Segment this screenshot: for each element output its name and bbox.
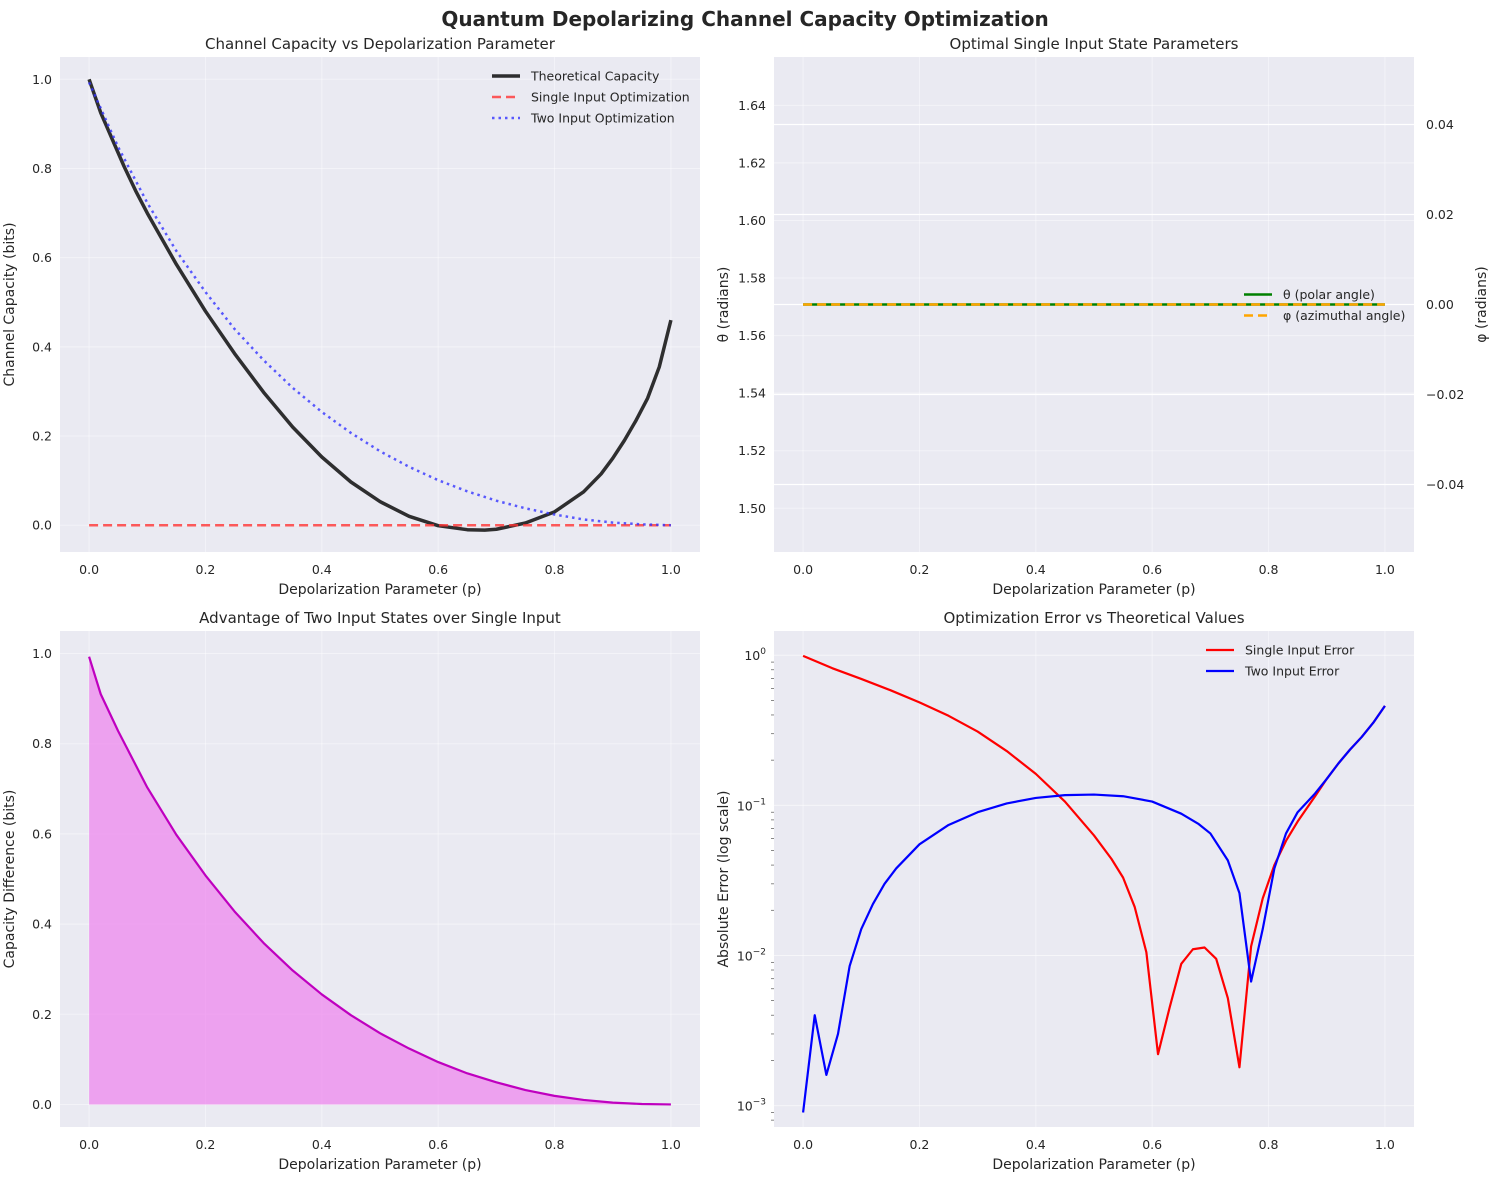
- x-tick-label: 0.4: [312, 562, 332, 577]
- series-line: [88, 656, 671, 1106]
- legend-label: Two Input Error: [1244, 664, 1340, 679]
- x-tick-label: 0.0: [793, 1137, 813, 1152]
- y-tick-label: 1.60: [738, 213, 766, 228]
- x-tick-label: 0.2: [196, 562, 216, 577]
- series-area-fill: [89, 656, 671, 1105]
- chart-title: Optimal Single Input State Parameters: [950, 35, 1239, 53]
- x-tick-label: 0.8: [545, 562, 565, 577]
- chart-title: Optimization Error vs Theoretical Values: [943, 609, 1244, 627]
- legend-label: Theoretical Capacity: [530, 69, 660, 84]
- y-tick-label: 100: [744, 647, 766, 663]
- x-tick-label: 0.6: [1142, 1137, 1162, 1152]
- x-tick-label: 0.8: [1259, 562, 1279, 577]
- y-tick-label: 0.8: [32, 736, 52, 751]
- y-tick-label: 10−3: [737, 1098, 766, 1114]
- legend: Theoretical Capacity Single Input Optimiz…: [492, 69, 690, 126]
- y-tick-label: 1.50: [738, 501, 766, 516]
- y-tick-label: 0.8: [32, 161, 52, 176]
- y-right-tick-label: 0.02: [1426, 207, 1454, 222]
- x-axis-label: Depolarization Parameter (p): [992, 582, 1195, 598]
- y-tick-label: 0.6: [32, 250, 52, 265]
- x-tick-label: 0.6: [428, 562, 448, 577]
- y-tick-label: 1.62: [738, 155, 766, 170]
- y-right-tick-label: −0.04: [1426, 477, 1464, 492]
- x-tick-label: 0.2: [196, 1137, 216, 1152]
- x-tick-label: 0.8: [545, 1137, 565, 1152]
- y-tick-label: 10−1: [737, 797, 766, 813]
- series-line: [802, 654, 1386, 1069]
- y-tick-label: 0.6: [32, 826, 52, 841]
- series-line: [87, 78, 673, 532]
- x-axis-label: Depolarization Parameter (p): [278, 582, 481, 598]
- y-right-tick-label: 0.04: [1426, 117, 1454, 132]
- y-axis-label: Channel Capacity (bits): [2, 222, 18, 386]
- legend: Single Input Error Two Input Error: [1206, 643, 1355, 679]
- panel-channel-capacity: Channel Capacity vs Depolarization Param…: [2, 35, 700, 598]
- y-tick-label: 1.64: [738, 98, 766, 113]
- y-tick-label: 1.0: [32, 646, 52, 661]
- legend: θ (polar angle) φ (azimuthal angle): [1244, 287, 1405, 323]
- y-axis-label: Absolute Error (log scale): [716, 790, 732, 967]
- x-tick-label: 1.0: [1375, 1137, 1395, 1152]
- panel-optimal-state-parameters: Optimal Single Input State Parameters 0.0…: [716, 35, 1490, 598]
- legend-label: θ (polar angle): [1283, 287, 1375, 302]
- y-tick-label: 1.56: [738, 328, 766, 343]
- x-tick-label: 0.6: [1142, 562, 1162, 577]
- y-right-tick-label: −0.02: [1426, 387, 1464, 402]
- plot-area: [774, 631, 1414, 1127]
- x-tick-label: 0.6: [428, 1137, 448, 1152]
- chart-title: Advantage of Two Input States over Singl…: [199, 609, 561, 627]
- x-tick-label: 0.0: [793, 562, 813, 577]
- x-tick-label: 1.0: [1375, 562, 1395, 577]
- x-tick-label: 0.4: [312, 1137, 332, 1152]
- legend-label: φ (azimuthal angle): [1283, 308, 1405, 323]
- plot-area: [60, 57, 700, 552]
- y-tick-label: 0.2: [32, 1007, 52, 1022]
- y-tick-label: 10−2: [737, 947, 766, 963]
- panel-two-input-advantage: Advantage of Two Input States over Singl…: [2, 609, 700, 1173]
- x-axis-label: Depolarization Parameter (p): [992, 1157, 1195, 1173]
- series-line: [801, 705, 1386, 1113]
- legend-label: Two Input Optimization: [530, 111, 675, 126]
- y-right-axis-label: φ (radians): [1474, 266, 1490, 342]
- x-axis-label: Depolarization Parameter (p): [278, 1157, 481, 1173]
- panel-optimization-error: Optimization Error vs Theoretical Values…: [716, 609, 1414, 1173]
- y-axis-label: Capacity Difference (bits): [2, 790, 18, 969]
- x-tick-label: 1.0: [661, 1137, 681, 1152]
- x-tick-label: 0.2: [910, 562, 930, 577]
- x-tick-label: 0.2: [910, 1137, 930, 1152]
- x-tick-label: 0.0: [79, 1137, 99, 1152]
- y-tick-label: 0.0: [32, 518, 52, 533]
- figure-suptitle: Quantum Depolarizing Channel Capacity Op…: [441, 7, 1048, 31]
- y-tick-label: 0.0: [32, 1097, 52, 1112]
- y-tick-label: 0.2: [32, 429, 52, 444]
- y-tick-label: 1.58: [738, 271, 766, 286]
- legend-label: Single Input Error: [1245, 643, 1355, 658]
- y-tick-label: 1.0: [32, 72, 52, 87]
- y-tick-label: 0.4: [32, 917, 52, 932]
- x-tick-label: 0.8: [1259, 1137, 1279, 1152]
- y-tick-label: 0.4: [32, 339, 52, 354]
- x-tick-label: 1.0: [661, 562, 681, 577]
- series-line: [87, 81, 671, 527]
- legend-label: Single Input Optimization: [531, 90, 690, 105]
- x-tick-label: 0.4: [1026, 1137, 1046, 1152]
- x-tick-label: 0.4: [1026, 562, 1046, 577]
- y-tick-label: 1.54: [738, 386, 766, 401]
- y-axis-label: θ (radians): [716, 267, 732, 343]
- y-tick-label: 1.52: [738, 443, 766, 458]
- chart-title: Channel Capacity vs Depolarization Param…: [205, 35, 556, 53]
- y-right-tick-label: 0.00: [1426, 297, 1454, 312]
- x-tick-label: 0.0: [79, 562, 99, 577]
